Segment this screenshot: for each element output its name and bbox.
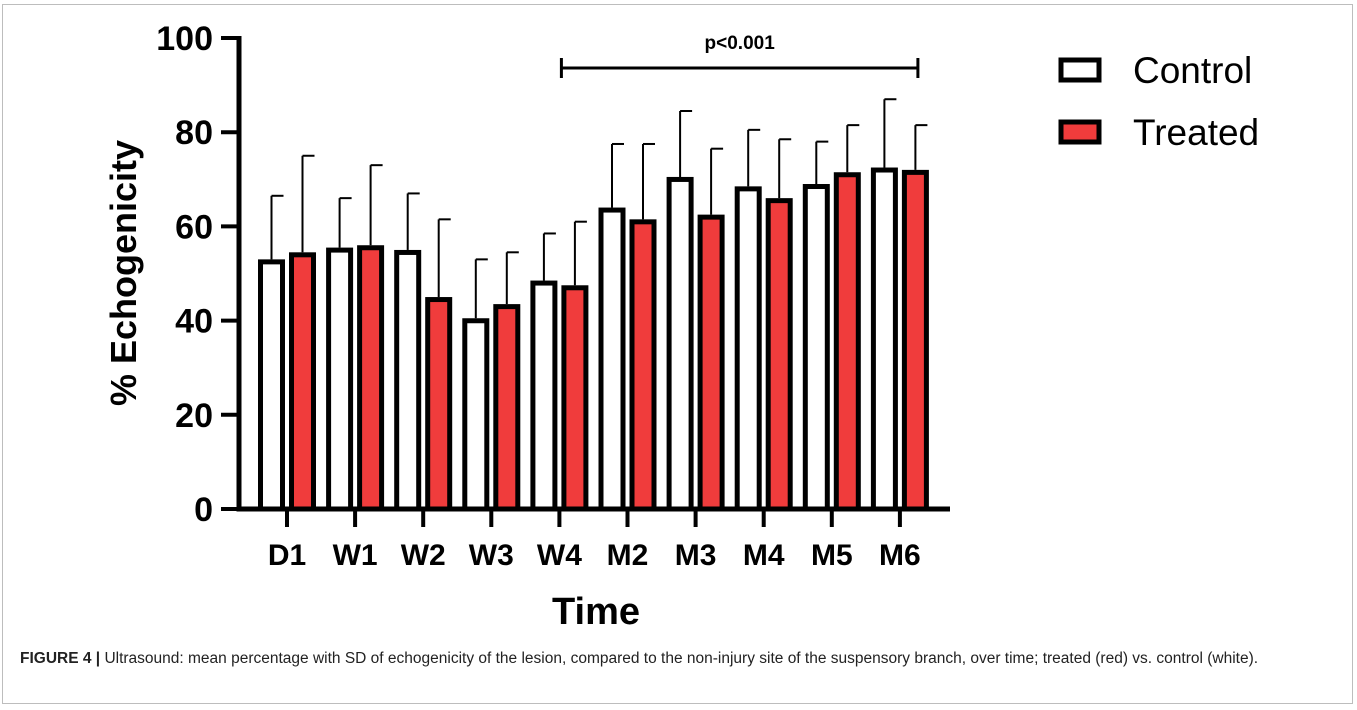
caption-label: FIGURE 4 | bbox=[20, 650, 101, 667]
bar-control-W2 bbox=[394, 249, 422, 512]
x-tick-label-M5: M5 bbox=[811, 539, 853, 572]
bar-treated-W2 bbox=[425, 297, 453, 512]
x-tick-label-W4: W4 bbox=[537, 539, 582, 572]
bar-treated-M6 bbox=[901, 169, 929, 512]
bar-treated-W3 bbox=[493, 304, 521, 512]
y-tick-label-0: 0 bbox=[194, 491, 213, 529]
bar-treated-D1 bbox=[289, 252, 316, 512]
x-tick-label-W2: W2 bbox=[401, 539, 446, 572]
bar-control-M4 bbox=[734, 186, 762, 512]
bar-treated-W1 bbox=[357, 245, 385, 512]
bar-treated-M4 bbox=[765, 198, 793, 512]
x-tick-label-M2: M2 bbox=[607, 539, 649, 572]
bar-treated-M2 bbox=[629, 219, 657, 512]
legend-label-control: Control bbox=[1133, 50, 1252, 91]
figure-caption: FIGURE 4 | Ultrasound: mean percentage w… bbox=[20, 648, 1340, 670]
y-axis-title: % Echogenicity bbox=[103, 140, 144, 406]
x-tick-label-W3: W3 bbox=[469, 539, 514, 572]
y-tick-label-40: 40 bbox=[175, 303, 213, 341]
legend-swatch-control bbox=[1058, 57, 1102, 83]
y-tick-label-100: 100 bbox=[156, 20, 213, 58]
bar-control-M3 bbox=[666, 176, 694, 512]
x-tick-label-W1: W1 bbox=[333, 539, 378, 572]
caption-text: Ultrasound: mean percentage with SD of e… bbox=[100, 650, 1259, 667]
legend-swatch-treated bbox=[1058, 119, 1102, 145]
bar-control-D1 bbox=[258, 259, 285, 512]
x-tick-label-M6: M6 bbox=[879, 539, 921, 572]
bar-control-M5 bbox=[802, 184, 830, 512]
y-tick-label-80: 80 bbox=[175, 114, 213, 152]
x-tick-label-M4: M4 bbox=[743, 539, 785, 572]
bar-treated-W4 bbox=[561, 285, 589, 512]
bar-control-M2 bbox=[598, 207, 626, 512]
bar-treated-M5 bbox=[833, 172, 861, 512]
bar-control-W1 bbox=[326, 247, 354, 512]
y-tick-label-60: 60 bbox=[175, 208, 213, 246]
y-tick-label-20: 20 bbox=[175, 397, 213, 435]
bar-control-W4 bbox=[530, 280, 558, 512]
x-tick-label-M3: M3 bbox=[675, 539, 717, 572]
x-axis-title: Time bbox=[552, 591, 640, 633]
significance-label: p<0.001 bbox=[705, 33, 776, 54]
x-tick-label-D1: D1 bbox=[268, 539, 306, 572]
bar-treated-M3 bbox=[697, 214, 725, 512]
bar-control-W3 bbox=[462, 318, 490, 512]
bar-chart: 0 20 40 60 80 100 D1 W1 W2 W3 W4 M2 M3 M4 M5 M6 Time % Ec… bbox=[103, 20, 1259, 633]
bar-control-M6 bbox=[870, 167, 898, 512]
legend-label-treated: Treated bbox=[1133, 112, 1259, 153]
